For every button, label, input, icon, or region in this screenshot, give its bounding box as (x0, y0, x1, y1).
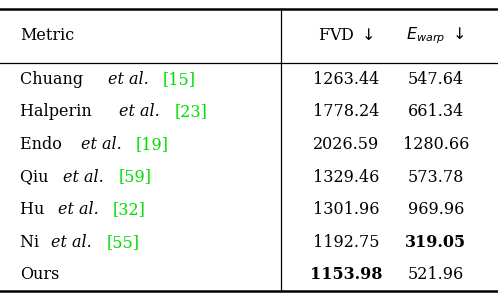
Text: 661.34: 661.34 (408, 103, 464, 120)
Text: 1329.46: 1329.46 (313, 169, 379, 185)
Text: et al.: et al. (119, 103, 160, 120)
Text: et al.: et al. (63, 169, 104, 185)
Text: 1301.96: 1301.96 (313, 201, 379, 218)
Text: 547.64: 547.64 (408, 71, 464, 88)
Text: Endo: Endo (20, 136, 67, 153)
Text: Hu: Hu (20, 201, 49, 218)
Text: Halperin: Halperin (20, 103, 97, 120)
Text: et al.: et al. (58, 201, 99, 218)
Text: 1280.66: 1280.66 (402, 136, 469, 153)
Text: [19]: [19] (135, 136, 169, 153)
Text: Ni: Ni (20, 234, 44, 250)
Text: et al.: et al. (81, 136, 122, 153)
Text: Ours: Ours (20, 266, 59, 283)
Text: Metric: Metric (20, 28, 74, 44)
Text: 1153.98: 1153.98 (310, 266, 382, 283)
Text: $E_{warp}$ $\downarrow$: $E_{warp}$ $\downarrow$ (406, 26, 465, 46)
Text: [59]: [59] (119, 169, 151, 185)
Text: [15]: [15] (163, 71, 196, 88)
Text: et al.: et al. (51, 234, 92, 250)
Text: et al.: et al. (108, 71, 149, 88)
Text: 1778.24: 1778.24 (313, 103, 379, 120)
Text: 521.96: 521.96 (408, 266, 464, 283)
Text: [32]: [32] (113, 201, 146, 218)
Text: Chuang: Chuang (20, 71, 88, 88)
Text: 2026.59: 2026.59 (313, 136, 379, 153)
Text: 1192.75: 1192.75 (313, 234, 379, 250)
Text: FVD $\downarrow$: FVD $\downarrow$ (318, 28, 374, 44)
Text: 969.96: 969.96 (407, 201, 464, 218)
Text: [23]: [23] (174, 103, 207, 120)
Text: [55]: [55] (106, 234, 139, 250)
Text: 573.78: 573.78 (407, 169, 464, 185)
Text: 1263.44: 1263.44 (313, 71, 379, 88)
Text: Qiu: Qiu (20, 169, 54, 185)
Text: 319.05: 319.05 (405, 234, 466, 250)
